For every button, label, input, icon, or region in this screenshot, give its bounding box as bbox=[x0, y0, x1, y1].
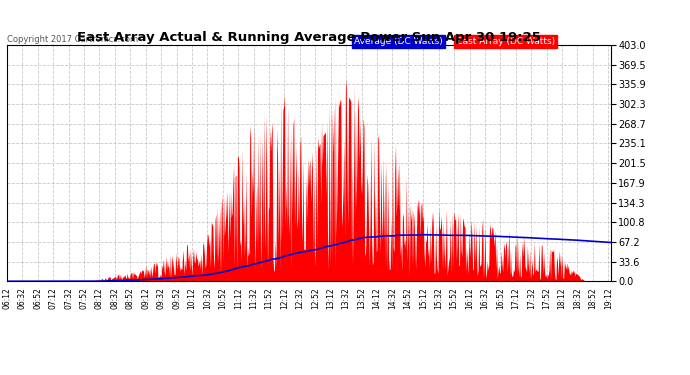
Text: Average (DC Watts): Average (DC Watts) bbox=[354, 37, 443, 46]
Title: East Array Actual & Running Average Power Sun Apr 30 19:25: East Array Actual & Running Average Powe… bbox=[77, 31, 541, 44]
Text: East Array (DC Watts): East Array (DC Watts) bbox=[457, 37, 555, 46]
Text: Copyright 2017 Cartronics.com: Copyright 2017 Cartronics.com bbox=[7, 35, 138, 44]
